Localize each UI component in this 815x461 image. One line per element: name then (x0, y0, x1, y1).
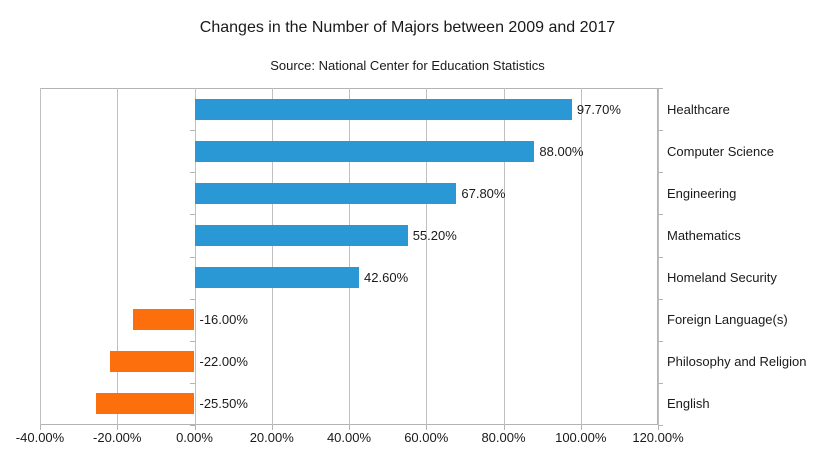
x-axis-tick (194, 425, 196, 430)
x-tick-label: -40.00% (15, 430, 65, 445)
category-label: Mathematics (667, 227, 741, 243)
chart-title: Changes in the Number of Majors between … (199, 19, 616, 36)
bar-value-label: -25.50% (199, 396, 248, 412)
x-tick-label: 60.00% (404, 430, 449, 445)
bar-value-label: 42.60% (364, 270, 409, 286)
bar-value-label: 55.20% (412, 227, 457, 243)
category-label: Homeland Security (667, 270, 777, 286)
bar-value-label: 97.70% (576, 101, 621, 117)
bar-value-label: -16.00% (199, 312, 248, 328)
x-axis-tick (271, 425, 273, 430)
category-axis-tick (189, 256, 195, 258)
bar (194, 224, 408, 246)
bar-value-label: 67.80% (461, 185, 506, 201)
bar (194, 140, 535, 162)
x-tick-label: 120.00% (632, 430, 684, 445)
bar (194, 98, 572, 120)
category-axis-tick (189, 298, 195, 300)
category-label: English (667, 396, 710, 412)
bar (96, 393, 195, 415)
gridline (426, 88, 428, 425)
x-axis-tick (503, 425, 505, 430)
x-tick-label: 0.00% (176, 430, 213, 445)
gridline (503, 88, 505, 425)
gridline (117, 88, 119, 425)
bar (194, 267, 360, 289)
gridline (40, 88, 41, 425)
category-axis-tick (658, 425, 663, 426)
gridline (580, 88, 582, 425)
category-label: Healthcare (667, 101, 730, 117)
x-tick-label: 100.00% (555, 430, 607, 445)
bar (194, 182, 457, 204)
x-tick-label: 80.00% (481, 430, 526, 445)
category-axis-tick (189, 214, 195, 216)
category-axis-tick (658, 382, 663, 384)
category-axis-tick (658, 88, 663, 89)
category-label: Engineering (667, 185, 737, 201)
bar (109, 351, 195, 373)
gridline (271, 88, 273, 425)
x-axis-tick (580, 425, 582, 430)
gridline (194, 88, 196, 425)
category-axis-tick (189, 172, 195, 174)
category-axis-tick (658, 214, 663, 216)
category-label: Foreign Language(s) (667, 312, 788, 328)
category-axis-tick (189, 382, 195, 384)
bar-value-label: 88.00% (539, 143, 584, 159)
x-axis-tick (40, 425, 41, 430)
category-label: Philosophy and Religion (667, 354, 807, 370)
x-axis-tick (658, 425, 659, 430)
x-tick-label: 40.00% (326, 430, 372, 445)
category-axis-tick (658, 130, 663, 132)
category-label: Computer Science (667, 143, 774, 159)
category-axis-tick (658, 172, 663, 174)
bar (132, 309, 195, 331)
x-tick-label: 20.00% (249, 430, 294, 445)
category-axis-tick (658, 298, 663, 300)
x-axis-tick (349, 425, 350, 430)
category-axis-tick (189, 88, 195, 89)
x-axis-tick (117, 425, 119, 430)
category-axis-tick (658, 256, 663, 258)
x-axis-tick (426, 425, 428, 430)
bar-value-label: -22.00% (199, 354, 248, 370)
category-axis-tick (189, 130, 195, 132)
gridline (349, 88, 350, 425)
x-tick-label: -20.00% (93, 430, 142, 445)
chart-subtitle: Source: National Center for Education St… (270, 58, 545, 73)
category-axis-tick (189, 425, 195, 426)
category-axis-tick (189, 340, 195, 342)
category-axis-tick (658, 340, 663, 342)
